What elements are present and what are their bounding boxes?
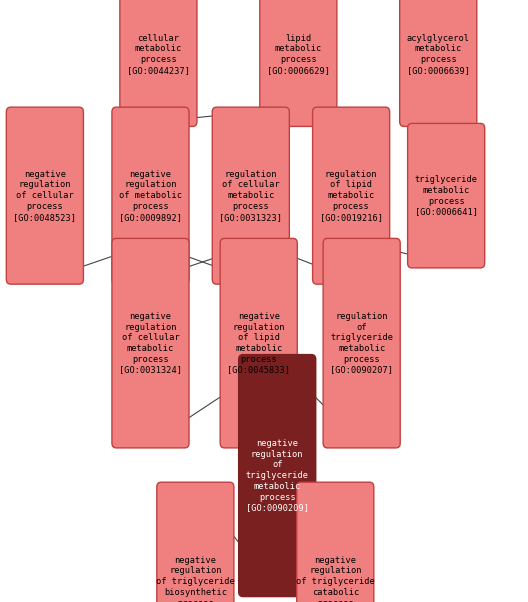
- FancyBboxPatch shape: [220, 238, 297, 448]
- Text: cellular
metabolic
process
[GO:0044237]: cellular metabolic process [GO:0044237]: [127, 34, 190, 75]
- FancyBboxPatch shape: [120, 0, 197, 126]
- FancyBboxPatch shape: [408, 123, 485, 268]
- FancyBboxPatch shape: [297, 482, 374, 602]
- Text: negative
regulation
of triglyceride
catabolic
process
[GO:0010897]: negative regulation of triglyceride cata…: [296, 556, 375, 602]
- Text: acylglycerol
metabolic
process
[GO:0006639]: acylglycerol metabolic process [GO:00066…: [407, 34, 470, 75]
- FancyBboxPatch shape: [112, 238, 189, 448]
- Text: negative
regulation
of
triglyceride
metabolic
process
[GO:0090209]: negative regulation of triglyceride meta…: [246, 439, 309, 512]
- Text: triglyceride
metabolic
process
[GO:0006641]: triglyceride metabolic process [GO:00066…: [414, 175, 478, 216]
- Text: regulation
of lipid
metabolic
process
[GO:0019216]: regulation of lipid metabolic process [G…: [319, 170, 383, 222]
- FancyBboxPatch shape: [212, 107, 289, 284]
- FancyBboxPatch shape: [6, 107, 83, 284]
- Text: regulation
of cellular
metabolic
process
[GO:0031323]: regulation of cellular metabolic process…: [219, 170, 282, 222]
- FancyBboxPatch shape: [323, 238, 400, 448]
- Text: negative
regulation
of cellular
metabolic
process
[GO:0031324]: negative regulation of cellular metaboli…: [119, 312, 182, 374]
- FancyBboxPatch shape: [313, 107, 390, 284]
- FancyBboxPatch shape: [112, 107, 189, 284]
- Text: negative
regulation
of triglyceride
biosynthetic
process
[GO:0010868]: negative regulation of triglyceride bios…: [156, 556, 235, 602]
- Text: negative
regulation
of lipid
metabolic
process
[GO:0045833]: negative regulation of lipid metabolic p…: [227, 312, 290, 374]
- Text: negative
regulation
of cellular
process
[GO:0048523]: negative regulation of cellular process …: [13, 170, 77, 222]
- Text: negative
regulation
of metabolic
process
[GO:0009892]: negative regulation of metabolic process…: [119, 170, 182, 222]
- Text: lipid
metabolic
process
[GO:0006629]: lipid metabolic process [GO:0006629]: [267, 34, 330, 75]
- FancyBboxPatch shape: [260, 0, 337, 126]
- FancyBboxPatch shape: [239, 355, 316, 597]
- FancyBboxPatch shape: [157, 482, 234, 602]
- Text: regulation
of
triglyceride
metabolic
process
[GO:0090207]: regulation of triglyceride metabolic pro…: [330, 312, 393, 374]
- FancyBboxPatch shape: [400, 0, 477, 126]
